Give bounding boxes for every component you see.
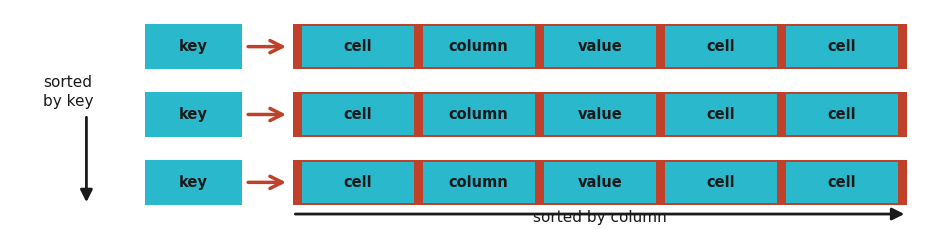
Bar <box>293 24 908 69</box>
Bar <box>145 24 242 69</box>
Bar <box>786 26 898 67</box>
Text: cell: cell <box>706 39 735 54</box>
Text: cell: cell <box>343 107 372 122</box>
Text: key: key <box>179 107 208 122</box>
Text: cell: cell <box>706 107 735 122</box>
Bar <box>293 92 908 137</box>
Bar <box>544 162 655 203</box>
Bar <box>665 94 777 135</box>
Bar <box>786 94 898 135</box>
Text: column: column <box>449 175 509 190</box>
Text: key: key <box>179 39 208 54</box>
Bar <box>302 94 413 135</box>
Bar <box>145 160 242 205</box>
Bar <box>145 92 242 137</box>
Text: column: column <box>449 107 509 122</box>
Bar <box>423 26 535 67</box>
Bar <box>544 94 655 135</box>
Text: cell: cell <box>828 175 857 190</box>
Bar <box>302 26 413 67</box>
Bar <box>423 94 535 135</box>
Bar <box>786 162 898 203</box>
Bar <box>544 26 655 67</box>
Bar <box>423 162 535 203</box>
Text: column: column <box>449 39 509 54</box>
Text: value: value <box>578 39 622 54</box>
Text: cell: cell <box>828 107 857 122</box>
Text: sorted by column: sorted by column <box>533 210 667 225</box>
Text: cell: cell <box>706 175 735 190</box>
Text: sorted
by key: sorted by key <box>43 75 94 109</box>
Bar <box>665 162 777 203</box>
Bar <box>293 160 908 205</box>
Text: value: value <box>578 107 622 122</box>
Text: cell: cell <box>828 39 857 54</box>
Bar <box>302 162 413 203</box>
Bar <box>665 26 777 67</box>
Text: key: key <box>179 175 208 190</box>
Text: cell: cell <box>343 175 372 190</box>
Text: cell: cell <box>343 39 372 54</box>
Text: value: value <box>578 175 622 190</box>
